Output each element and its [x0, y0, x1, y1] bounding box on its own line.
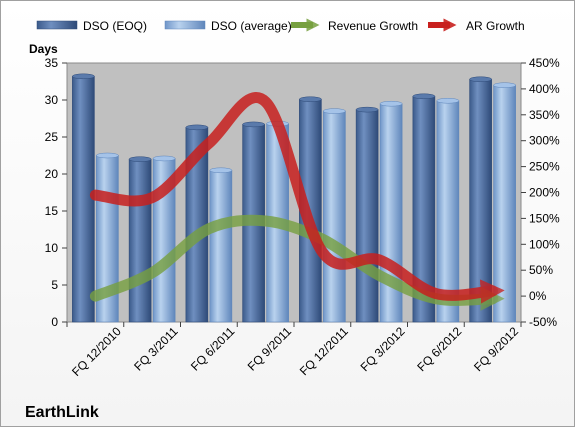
bar-dso-average-4	[323, 110, 346, 323]
bar-cap-dso-average-6	[436, 97, 460, 104]
line-ar-growth	[89, 92, 505, 304]
legend-swatch-dso-eoq	[36, 20, 78, 30]
bar-dso-average-7	[493, 84, 516, 323]
x-tick-label-0: FQ 12/2010	[69, 324, 124, 379]
y-axis-label: Days	[29, 42, 58, 56]
y2-tick-label-3: 100%	[529, 237, 560, 251]
legend: DSO (EOQ) DSO (average) Revenue Growth A…	[36, 18, 525, 33]
y2-tick-label-4: 150%	[529, 211, 560, 225]
bar-cap-dso-eoq-6	[412, 93, 436, 100]
bar-cap-dso-average-0	[96, 152, 119, 159]
y2-tick-label-0: -50%	[529, 315, 557, 329]
y2-tick-label-1: 0%	[529, 289, 547, 303]
bar-dso-eoq-7	[469, 78, 492, 323]
y-tick-label-6: 30	[45, 93, 59, 107]
bar-dso-average-2	[209, 170, 233, 323]
legend-label-revenue-growth: Revenue Growth	[328, 19, 418, 33]
line-revenue-growth	[89, 214, 505, 311]
legend-swatch-dso-average	[164, 20, 206, 30]
y2-tick-label-10: 450%	[529, 56, 560, 70]
legend-label-ar-growth: AR Growth	[466, 19, 525, 33]
y2-tick-label-9: 400%	[529, 82, 560, 96]
x-tick-label-5: FQ 3/2012	[358, 324, 408, 374]
bar-cap-dso-eoq-0	[72, 73, 95, 80]
bar-cap-dso-average-2	[209, 167, 233, 174]
bar-cap-dso-eoq-7	[469, 76, 492, 83]
y2-tick-label-8: 350%	[529, 108, 560, 122]
bar-dso-eoq-5	[355, 109, 379, 323]
y2-tick-label-6: 250%	[529, 160, 560, 174]
y-tick-label-2: 10	[45, 241, 59, 255]
company-label: EarthLink	[25, 404, 99, 421]
x-tick-label-7: FQ 9/2012	[471, 324, 521, 374]
legend-item-dso-eoq: DSO (EOQ)	[36, 19, 147, 33]
bar-dso-average-6	[436, 100, 460, 323]
x-tick-label-2: FQ 6/2011	[188, 324, 238, 374]
bar-cap-dso-average-5	[379, 100, 403, 107]
bar-dso-eoq-0	[72, 76, 95, 323]
x-tick-label-6: FQ 6/2012	[414, 324, 464, 374]
legend-item-ar-growth: AR Growth	[428, 18, 525, 33]
legend-item-revenue-growth: Revenue Growth	[291, 18, 418, 33]
bar-cap-dso-eoq-1	[128, 156, 152, 162]
y-tick-label-4: 20	[45, 167, 59, 181]
y2-tick-label-7: 300%	[529, 134, 560, 148]
bar-cap-dso-average-4	[323, 108, 346, 114]
legend-label-dso-average: DSO (average)	[211, 19, 292, 33]
x-tick-label-1: FQ 3/2011	[131, 324, 181, 374]
x-tick-label-4: FQ 12/2011	[297, 324, 351, 378]
bar-cap-dso-eoq-2	[185, 124, 209, 131]
y2-tick-label-2: 50%	[529, 263, 553, 277]
legend-item-dso-average: DSO (average)	[164, 19, 292, 33]
bar-cap-dso-eoq-5	[355, 106, 379, 113]
x-tick-label-3: FQ 9/2011	[245, 324, 295, 374]
bar-cap-dso-average-1	[152, 155, 176, 162]
y2-tick-label-5: 200%	[529, 186, 560, 200]
bar-cap-dso-average-7	[493, 82, 516, 88]
y-tick-label-0: 0	[51, 315, 58, 329]
y-tick-label-5: 25	[45, 130, 59, 144]
y-tick-label-3: 15	[45, 204, 59, 218]
bar-cap-dso-eoq-4	[299, 96, 322, 103]
y-tick-label-7: 35	[45, 56, 59, 70]
y-tick-label-1: 5	[51, 278, 58, 292]
legend-label-dso-eoq: DSO (EOQ)	[83, 19, 147, 33]
bar-cap-dso-eoq-3	[242, 121, 265, 128]
bar-dso-eoq-1	[128, 158, 152, 323]
lines-group	[89, 92, 505, 311]
